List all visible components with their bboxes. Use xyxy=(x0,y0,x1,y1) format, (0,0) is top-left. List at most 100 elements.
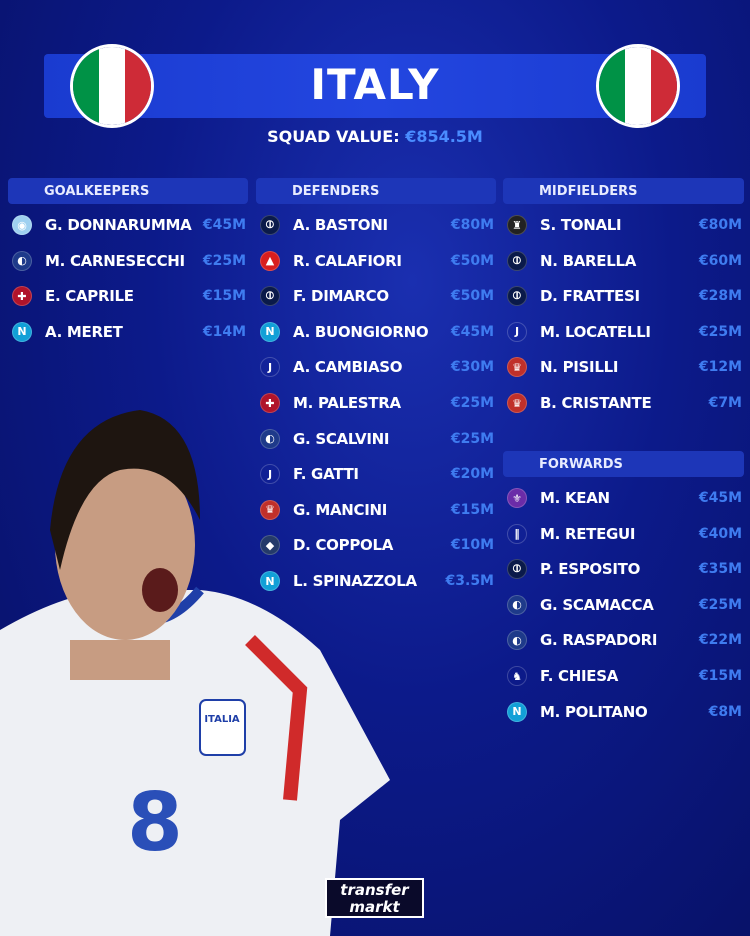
shirt-number: 8 xyxy=(127,776,183,869)
player-value: €25M xyxy=(698,323,742,340)
player-name: A. BASTONI xyxy=(293,216,388,234)
paris-fc-badge-icon: ◆ xyxy=(260,535,280,556)
player-value: €7M xyxy=(708,395,742,411)
juventus-badge-icon: J xyxy=(507,321,527,342)
player-row: N L. SPINAZZOLA €3.5M xyxy=(260,566,494,596)
player-row: J M. LOCATELLI €25M xyxy=(507,317,742,347)
player-name: M. KEAN xyxy=(540,489,610,507)
roma-badge-icon: ♛ xyxy=(507,393,527,413)
player-row: ◉ G. DONNARUMMA €45M xyxy=(12,210,246,240)
player-row: ✚ M. PALESTRA €25M xyxy=(260,388,494,418)
page-title: ITALY xyxy=(310,60,440,109)
man-city-badge-icon: ◉ xyxy=(12,215,32,235)
napoli-badge-icon: N xyxy=(260,571,280,591)
player-name: A. CAMBIASO xyxy=(293,358,403,377)
squad-value-amount: €854.5M xyxy=(405,127,483,146)
cagliari-badge-icon: ✚ xyxy=(12,286,32,307)
player-value: €20M xyxy=(450,466,494,483)
player-value: €10M xyxy=(450,537,494,554)
player-name: N. PISILLI xyxy=(540,358,619,377)
player-row: ▲ R. CALAFIORI €50M xyxy=(260,246,494,276)
logo-line1: transfer xyxy=(340,881,409,899)
player-value: €50M xyxy=(450,252,494,269)
napoli-badge-icon: N xyxy=(260,321,280,342)
section-header-midfielders: MIDFIELDERS xyxy=(503,178,744,204)
section-header-defenders: DEFENDERS xyxy=(256,178,496,204)
player-value: €60M xyxy=(698,252,742,269)
player-name: M. POLITANO xyxy=(540,702,648,721)
squad-value-label: SQUAD VALUE: xyxy=(267,127,400,146)
player-name: M. CARNESECCHI xyxy=(45,251,185,270)
player-value: €8M xyxy=(708,703,742,720)
player-value: €15M xyxy=(202,288,246,305)
player-value: €45M xyxy=(450,323,494,340)
player-value: €80M xyxy=(698,217,742,233)
player-name: G. SCALVINI xyxy=(293,429,390,448)
roma-badge-icon: ♛ xyxy=(507,357,527,378)
player-name: L. SPINAZZOLA xyxy=(293,572,417,590)
inter-badge-icon: ⦶ xyxy=(260,286,280,307)
player-name: G. MANCINI xyxy=(293,500,388,519)
player-row: ♛ N. PISILLI €12M xyxy=(507,352,742,382)
player-row: N M. POLITANO €8M xyxy=(507,697,742,727)
napoli-badge-icon: N xyxy=(507,701,527,722)
player-name: A. BUONGIORNO xyxy=(293,322,429,341)
inter-badge-icon: ⦶ xyxy=(507,250,527,271)
player-name: N. BARELLA xyxy=(540,251,637,270)
fiorentina-badge-icon: ⚜ xyxy=(507,488,527,508)
player-row: ⦶ D. FRATTESI €28M xyxy=(507,281,742,311)
atalanta-badge-icon: ◐ xyxy=(507,594,527,615)
player-row: ◐ G. SCALVINI €25M xyxy=(260,424,494,454)
player-value: €30M xyxy=(450,359,494,376)
player-row: N A. BUONGIORNO €45M xyxy=(260,317,494,347)
player-value: €15M xyxy=(698,668,742,684)
section-header-goalkeepers: GOALKEEPERS xyxy=(8,178,248,204)
player-name: B. CRISTANTE xyxy=(540,394,652,412)
player-value: €45M xyxy=(202,217,246,233)
napoli-badge-icon: N xyxy=(12,321,32,342)
juventus-badge-icon: J xyxy=(260,464,280,485)
player-row: ♞ F. CHIESA €15M xyxy=(507,661,742,691)
squad-value: SQUAD VALUE: €854.5M xyxy=(0,127,750,146)
player-row: ◐ G. RASPADORI €22M xyxy=(507,625,742,655)
title-banner xyxy=(44,54,706,118)
player-value: €25M xyxy=(450,395,494,411)
player-row: ◐ M. CARNESECCHI €25M xyxy=(12,246,246,276)
player-name: A. MERET xyxy=(45,322,123,341)
player-row: ⦶ F. DIMARCO €50M xyxy=(260,281,494,311)
player-name: G. SCAMACCA xyxy=(540,595,654,614)
transfermarkt-logo: transfer markt xyxy=(325,878,424,918)
player-value: €15M xyxy=(450,501,494,518)
cagliari-badge-icon: ✚ xyxy=(260,393,280,413)
player-name: D. FRATTESI xyxy=(540,287,640,306)
player-value: €50M xyxy=(450,288,494,305)
al-qadsiah-badge-icon: ‖ xyxy=(507,523,527,544)
inter-badge-icon: ⦶ xyxy=(260,215,280,235)
player-value: €25M xyxy=(698,596,742,613)
player-name: G. RASPADORI xyxy=(540,631,658,650)
player-value: €45M xyxy=(698,490,742,506)
player-value: €3.5M xyxy=(445,573,494,589)
player-name: F. GATTI xyxy=(293,465,359,484)
player-row: ✚ E. CAPRILE €15M xyxy=(12,281,246,311)
player-row: ♜ S. TONALI €80M xyxy=(507,210,742,240)
atalanta-badge-icon: ◐ xyxy=(260,428,280,449)
player-row: ♛ B. CRISTANTE €7M xyxy=(507,388,742,418)
player-name: M. RETEGUI xyxy=(540,524,636,543)
player-row: J A. CAMBIASO €30M xyxy=(260,352,494,382)
player-row: J F. GATTI €20M xyxy=(260,459,494,489)
player-value: €28M xyxy=(698,288,742,305)
player-name: F. DIMARCO xyxy=(293,287,389,306)
player-name: D. COPPOLA xyxy=(293,536,394,555)
player-value: €22M xyxy=(698,632,742,649)
player-name: E. CAPRILE xyxy=(45,287,134,306)
roma-badge-icon: ♛ xyxy=(260,499,280,520)
player-name: G. DONNARUMMA xyxy=(45,216,192,234)
player-value: €35M xyxy=(698,561,742,578)
atalanta-badge-icon: ◐ xyxy=(12,250,32,271)
liverpool-badge-icon: ♞ xyxy=(507,666,527,686)
player-row: ⦶ A. BASTONI €80M xyxy=(260,210,494,240)
shirt-text: ITALIA xyxy=(204,714,240,725)
player-row: ⦶ N. BARELLA €60M xyxy=(507,246,742,276)
player-photo: ITALIA 8 xyxy=(0,410,390,936)
